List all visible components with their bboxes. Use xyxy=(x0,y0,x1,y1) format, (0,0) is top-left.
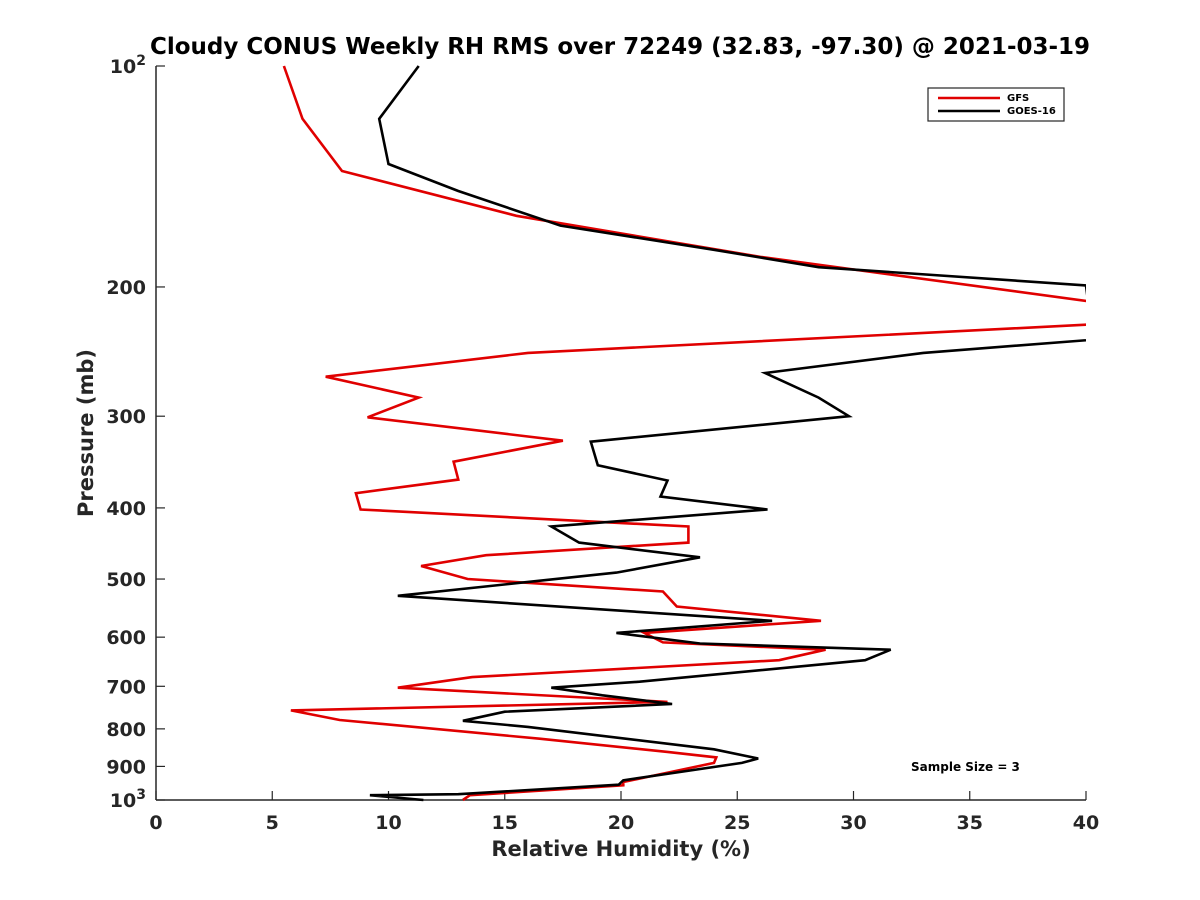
legend: GFS GOES-16 xyxy=(927,87,1065,122)
y-tick-label: 300 xyxy=(106,406,146,428)
y-tick-label: 900 xyxy=(106,756,146,778)
series-group xyxy=(282,65,1086,802)
plot-area xyxy=(155,66,1086,801)
y-tick-label: 700 xyxy=(106,676,146,698)
x-tick-label: 15 xyxy=(492,812,518,834)
y-tick-label: 103 xyxy=(110,787,146,812)
y-tick-label: 200 xyxy=(106,277,146,299)
series-line-gfs xyxy=(282,65,1086,802)
x-tick-label: 35 xyxy=(957,812,983,834)
y-axis-ticks: 102 200 300 400 500 600 700 800 900 103 xyxy=(106,53,165,812)
series-line-goes16 xyxy=(369,65,1086,802)
chart-title: Cloudy CONUS Weekly RH RMS over 72249 (3… xyxy=(150,34,1090,60)
legend-label-goes16: GOES-16 xyxy=(1007,106,1056,117)
x-tick-label: 30 xyxy=(840,812,866,834)
y-tick-label: 500 xyxy=(106,569,146,591)
y-tick-label: 800 xyxy=(106,719,146,741)
legend-box xyxy=(927,87,1065,122)
y-tick-label: 102 xyxy=(110,53,146,78)
x-tick-label: 5 xyxy=(266,812,279,834)
x-axis-label: Relative Humidity (%) xyxy=(491,837,750,861)
y-tick-label: 400 xyxy=(106,498,146,520)
x-tick-label: 20 xyxy=(608,812,634,834)
x-tick-label: 10 xyxy=(375,812,401,834)
legend-label-gfs: GFS xyxy=(1007,93,1029,104)
x-tick-label: 40 xyxy=(1073,812,1099,834)
y-axis-label: Pressure (mb) xyxy=(74,349,98,517)
y-tick-label: 600 xyxy=(106,627,146,649)
sample-size-annotation: Sample Size = 3 xyxy=(911,760,1020,774)
x-axis-ticks: 0 5 10 15 20 25 30 35 40 xyxy=(149,791,1099,834)
x-tick-label: 25 xyxy=(724,812,750,834)
x-tick-label: 0 xyxy=(149,812,162,834)
